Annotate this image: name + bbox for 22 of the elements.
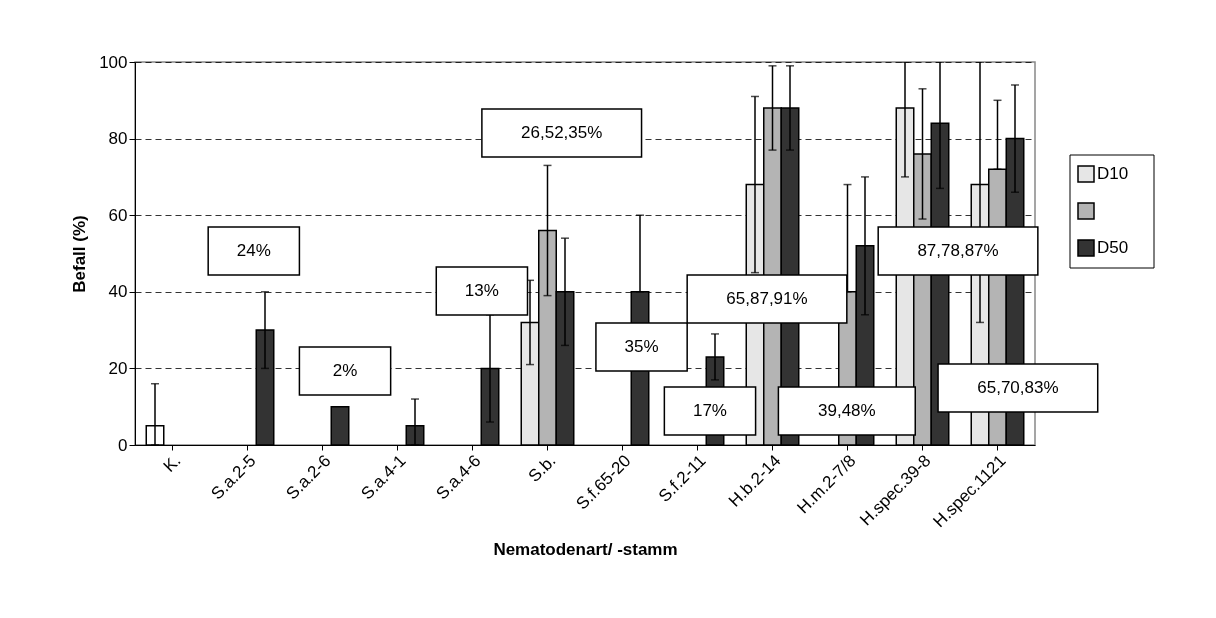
annotation: 65,87,91% xyxy=(726,289,808,308)
x-axis-title: Nematodenart/ -stamm xyxy=(493,540,678,560)
annotation: 17% xyxy=(692,401,727,420)
y-tick-label: 0 xyxy=(118,435,128,455)
x-tick-label: K. xyxy=(159,451,185,476)
x-tick-label: S.b. xyxy=(524,451,560,486)
y-axis-title: Befall (%) xyxy=(70,215,90,293)
annotation: 24% xyxy=(236,241,271,260)
annotation: 26,52,35% xyxy=(521,123,603,142)
annotation: 13% xyxy=(464,281,499,300)
y-tick-label: 60 xyxy=(108,205,128,225)
annotation: 87,78,87% xyxy=(917,241,999,260)
legend-label: D50 xyxy=(1097,238,1129,257)
annotation: 35% xyxy=(624,337,659,356)
annotation: 65,70,83% xyxy=(977,378,1059,397)
y-tick-label: 20 xyxy=(108,358,128,378)
y-tick-label: 40 xyxy=(108,282,128,302)
annotation: 39,48% xyxy=(817,401,876,420)
y-tick-label: 100 xyxy=(99,52,128,72)
legend-label: D10 xyxy=(1097,164,1129,183)
y-tick-label: 80 xyxy=(108,129,128,149)
annotation: 2% xyxy=(332,361,358,380)
